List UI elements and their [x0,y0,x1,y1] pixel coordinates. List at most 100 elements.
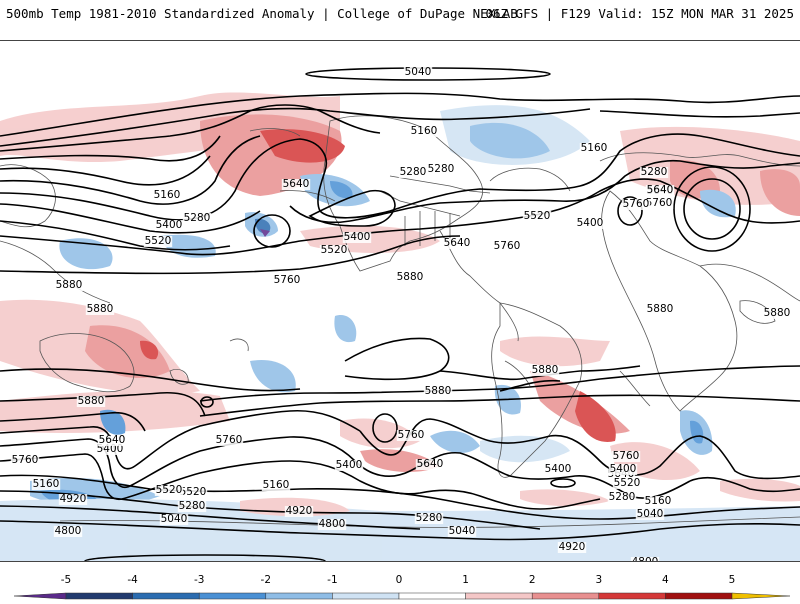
contour-label: 5280 [641,166,668,178]
contour-label: 5040 [405,66,432,78]
contour-label: 4920 [559,541,586,553]
colorbar-tick-label: -2 [261,574,271,586]
contour-label: 5640 [283,178,310,190]
contour-label-bg [342,232,372,243]
contour-label: 5880 [87,303,114,315]
contour-label: 5400 [610,463,637,475]
contour-label-bg [557,542,587,553]
contour-label: 5280 [184,212,211,224]
contour-label-bg [643,496,673,507]
colorbar-swatch [665,592,733,600]
contour-label: 5160 [411,125,438,137]
contour-label: 5760 [623,198,650,210]
contour-label-bg [319,245,349,256]
model-run-info: 06Z GFS | F129 Valid: 15Z MON MAR 31 202… [485,6,794,21]
colorbar-swatch [465,592,533,600]
contour-label: 4800 [55,525,82,537]
contour-label: 5760 [494,240,521,252]
colorbar-tick-label: 5 [729,574,736,586]
contour-label: 5520 [180,486,207,498]
contour-label: 5760 [216,434,243,446]
contour-label: 5040 [637,508,664,520]
contour-label-bg [154,220,184,231]
colorbar-swatch [198,592,267,600]
contour-label: 5880 [532,364,559,376]
contour-label-bg [611,451,641,462]
contour-label: 5640 [647,184,674,196]
colorbar-tick-label: -4 [127,574,138,586]
colorbar-tick-label: -1 [327,574,337,586]
contour-label: 5160 [154,189,181,201]
contour-label: 5400 [336,459,363,471]
colorbar-swatch [132,592,200,600]
contour-label-bg [639,167,669,178]
contour-label-bg [272,275,302,286]
contour-label-bg [415,459,445,470]
colorbar: -5 -4 -3 -2 -1 0 1 2 3 4 5 [0,566,800,600]
contour-label-bg [95,444,125,455]
contour-label: 5760 [274,274,301,286]
contour-label-bg [154,485,184,496]
contour-label-bg [182,213,212,224]
contour-label-bg [53,526,83,537]
contour-label-bg [635,509,665,520]
contour-label-bg [281,179,311,190]
contour-label-bg [530,365,560,376]
contour-label-bg [396,430,426,441]
contour-label-bg [334,460,364,471]
contour-label-bg [398,167,428,178]
contour-label: 5880 [425,385,452,397]
contour-label-bg [645,304,675,315]
contour-label-bg [645,185,675,196]
contour-label-bg [58,494,88,505]
contour-label-bg [579,143,609,154]
contour-label: 5160 [645,495,672,507]
contour-label: 5760 [398,429,425,441]
contour-label: 5160 [263,479,290,491]
contour-label-bg [97,435,127,446]
contour-label-bg [447,526,477,537]
contour-label-bg [85,304,115,315]
contour-label: 4800 [632,556,659,561]
contour-label-bg [152,190,182,201]
contour-label-bg [762,308,792,319]
contour-label-bg [159,514,189,525]
colorbar-swatch [265,592,333,600]
contour-label: 4920 [286,505,313,517]
contour-label-bg [608,464,638,475]
contour-label: 5400 [156,219,183,231]
colorbar-swatch [398,592,466,600]
contour-label: 5640 [99,434,126,446]
contour-label: 5880 [56,279,83,291]
colorbar-tick-label: -3 [194,574,204,586]
colorbar-tick-label: 4 [662,574,669,586]
contour-label-bg [214,435,244,446]
contour-label: 5280 [416,512,443,524]
header-bar: 500mb Temp 1981-2010 Standardized Anomal… [0,0,800,32]
contour-label-bg [442,238,472,249]
contour-label: 5280 [428,163,455,175]
contour-label: 5040 [449,525,476,537]
contour-label-bg [575,218,605,229]
colorbar-swatch [531,592,600,600]
contour-label: 5640 [417,458,444,470]
contour-label-bg [54,280,84,291]
contour-label: 5400 [545,463,572,475]
contour-label: 5520 [524,210,551,222]
contour-label: 4920 [60,493,87,505]
colorbar-ticks: -5 -4 -3 -2 -1 0 1 2 3 4 5 [61,574,736,586]
contour-label-bg [178,487,208,498]
contour-label: 5520 [145,235,172,247]
contour-label-bg [522,211,552,222]
map-panel[interactable]: 5040 5160 5160 5280 5280 5640 5160 5400 5280 5520… [0,40,800,568]
contour-label: 5520 [614,477,641,489]
contour-label-bg [612,478,642,489]
contour-label-bg [31,479,61,490]
contour-label: 5280 [179,500,206,512]
contour-label-bg [492,241,522,252]
contour-label-bg [403,67,433,78]
contour-label: 5760 [646,197,673,209]
contour-label: 5400 [344,231,371,243]
